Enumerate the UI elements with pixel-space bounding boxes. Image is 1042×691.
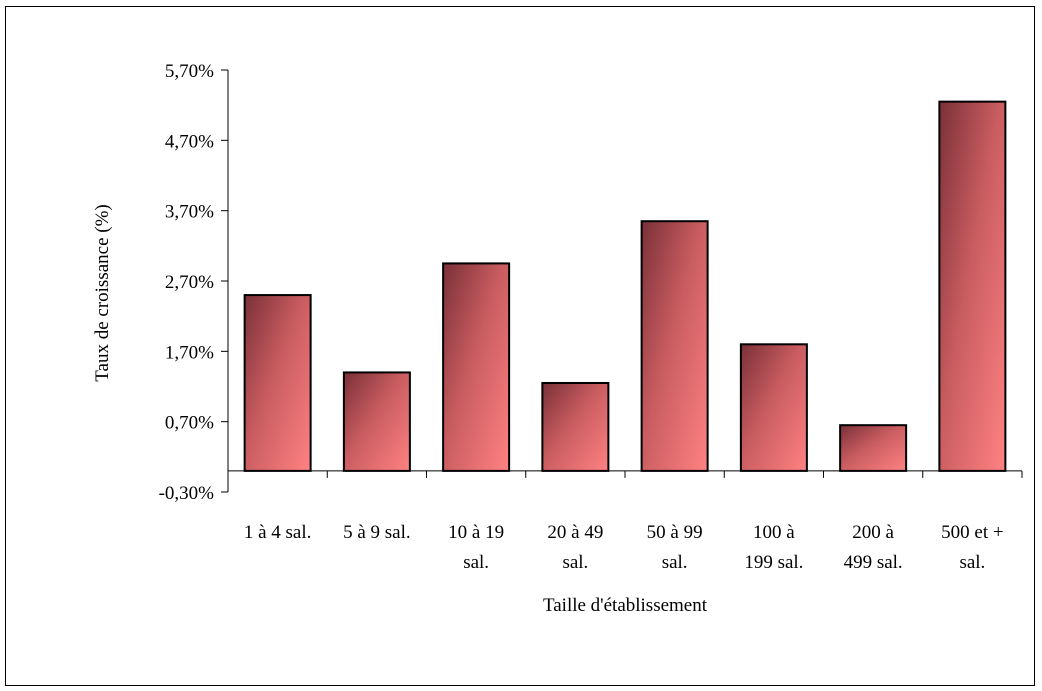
- y-axis-title: Taux de croissance (%): [92, 204, 113, 382]
- bars-group: [243, 100, 1007, 472]
- x-category-label: 500 et +: [941, 522, 1003, 543]
- y-tick-label: 2,70%: [165, 272, 214, 293]
- x-category-label: 50 à 99: [647, 522, 703, 543]
- y-tick-label: 3,70%: [165, 202, 214, 223]
- x-category-label: 100 à: [753, 522, 795, 543]
- bar: [938, 100, 1007, 472]
- chart-frame: [5, 6, 1035, 686]
- bar: [243, 294, 312, 472]
- x-category-label: 199 sal.: [744, 552, 803, 573]
- x-category-label: sal.: [959, 552, 985, 573]
- x-category-label: 1 à 4 sal.: [244, 522, 312, 543]
- x-category-label: 10 à 19: [448, 522, 504, 543]
- x-category-label: 20 à 49: [547, 522, 603, 543]
- y-tick-label: 1,70%: [165, 342, 214, 363]
- x-category-label: sal.: [662, 552, 688, 573]
- bar: [640, 220, 709, 472]
- y-tick-label: 0,70%: [165, 413, 214, 434]
- x-category-label: 5 à 9 sal.: [343, 522, 411, 543]
- x-category-label: sal.: [463, 552, 489, 573]
- y-tick-label: 4,70%: [165, 131, 214, 152]
- x-category-label: sal.: [562, 552, 588, 573]
- bar: [541, 381, 610, 472]
- bar: [739, 343, 808, 472]
- y-tick-label: 5,70%: [165, 61, 214, 82]
- x-category-labels: 1 à 4 sal. 5 à 9 sal. 10 à 19 sal. 20 à 49 sa…: [244, 522, 1004, 573]
- x-axis-title: Taille d'établissement: [543, 595, 708, 616]
- bar: [839, 424, 908, 472]
- y-tick-label: -0,30%: [159, 483, 215, 504]
- bar: [342, 371, 411, 472]
- y-tick-labels: -0,30% 0,70% 1,70% 2,70% 3,70% 4,70% 5,70%: [159, 61, 215, 504]
- x-category-label: 499 sal.: [844, 552, 903, 573]
- bar: [442, 262, 511, 472]
- x-category-label: 200 à: [852, 522, 894, 543]
